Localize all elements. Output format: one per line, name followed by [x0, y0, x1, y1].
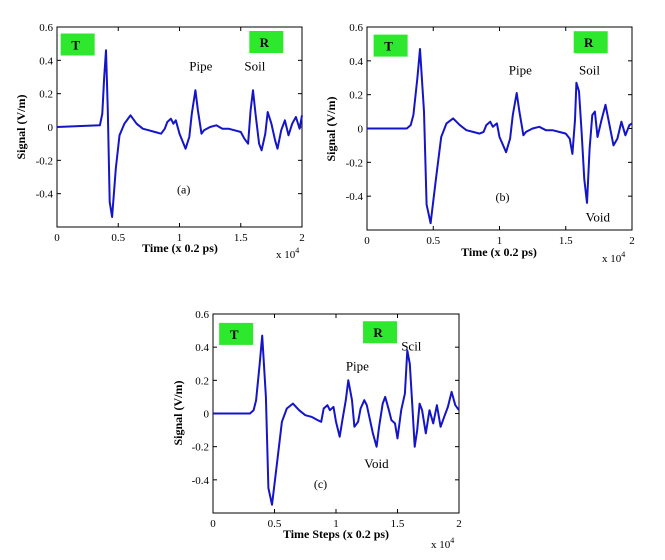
- xlabel: Time Steps (x 0.2 ps): [283, 527, 389, 541]
- x-tick-label: 2: [299, 232, 305, 244]
- y-tick-label: 0.2: [349, 90, 363, 102]
- x-tick-label: 1: [497, 235, 503, 247]
- x-scale: x 104: [276, 246, 299, 261]
- marker-label-r: R: [584, 35, 594, 50]
- x-tick-label: 0.5: [426, 235, 440, 247]
- marker-label-t: T: [71, 38, 80, 53]
- x-tick-label: 2: [629, 235, 635, 247]
- panel-c: Signal (V/m) Time Steps (x 0.2 ps) x 104…: [171, 309, 462, 551]
- annotation: Pipe: [189, 58, 212, 73]
- x-tick-label: 1.5: [559, 235, 573, 247]
- y-tick-label: 0: [204, 409, 210, 421]
- y-tick-label: 0.6: [39, 22, 53, 34]
- y-tick-label: -0.2: [36, 155, 53, 167]
- marker-box-t: [219, 322, 254, 345]
- xlabel: Time (x 0.2 ps): [461, 245, 537, 259]
- annotation: (c): [314, 477, 327, 491]
- x-tick-label: 1.5: [234, 232, 248, 244]
- y-tick-label: -0.2: [192, 442, 209, 454]
- annotation: Void: [364, 456, 389, 471]
- signal-line: [213, 334, 460, 506]
- x-scale: x 104: [602, 250, 625, 265]
- x-tick-label: 1: [333, 518, 339, 530]
- marker-label-r: R: [373, 325, 383, 340]
- x-tick-label: 0.5: [111, 232, 125, 244]
- marker-label-r: R: [260, 35, 270, 50]
- y-tick-label: 0.2: [195, 375, 209, 387]
- signal-line: [367, 48, 633, 225]
- x-tick-label: 0: [364, 235, 370, 247]
- annotation: Pipe: [346, 358, 369, 373]
- marker-box-t: [373, 34, 408, 57]
- x-tick-label: 1.5: [391, 518, 405, 530]
- panel-b: Signal (V/m) Time (x 0.2 ps) x 104 0.6 0.…: [324, 22, 635, 265]
- x-scale: x 104: [431, 536, 454, 551]
- y-tick-label: -0.4: [192, 475, 210, 487]
- marker-box-r: [573, 31, 608, 54]
- annotation: Scil: [401, 338, 422, 353]
- annotation: Soil: [579, 62, 600, 77]
- annotation: (a): [177, 183, 190, 197]
- y-tick-label: 0: [48, 122, 54, 134]
- y-tick-label: 0.6: [195, 309, 209, 321]
- marker-box-r: [363, 321, 398, 344]
- marker-label-t: T: [230, 327, 239, 342]
- x-tick-label: 0: [54, 232, 60, 244]
- annotation: (b): [496, 190, 510, 204]
- panel-a: Signal (V/m) Time (x 0.2 ps) x 104 0.6 0.…: [14, 22, 305, 261]
- ylabel: Signal (V/m): [14, 94, 28, 159]
- annotation: Void: [586, 210, 611, 225]
- signal-line: [56, 49, 303, 218]
- y-tick-label: -0.4: [36, 189, 54, 201]
- y-tick-label: 0.4: [349, 56, 363, 68]
- y-tick-label: 0: [358, 124, 364, 136]
- xlabel: Time (x 0.2 ps): [142, 241, 218, 255]
- y-tick-label: 0.2: [39, 89, 53, 101]
- annotation: Pipe: [509, 62, 532, 77]
- ylabel: Signal (V/m): [171, 380, 185, 445]
- y-tick-label: -0.2: [346, 157, 363, 169]
- y-tick-label: -0.4: [346, 191, 364, 203]
- marker-box-t: [60, 33, 95, 56]
- marker-label-t: T: [384, 39, 393, 54]
- y-tick-label: 0.4: [39, 55, 53, 67]
- marker-box-r: [249, 31, 284, 53]
- annotation: Soil: [244, 58, 265, 73]
- x-tick-label: 2: [456, 518, 462, 530]
- y-tick-label: 0.6: [349, 22, 363, 34]
- x-tick-label: 1: [177, 232, 183, 244]
- y-tick-label: 0.4: [195, 342, 209, 354]
- x-tick-label: 0.5: [268, 518, 282, 530]
- x-tick-label: 0: [210, 518, 216, 530]
- ylabel: Signal (V/m): [324, 96, 338, 161]
